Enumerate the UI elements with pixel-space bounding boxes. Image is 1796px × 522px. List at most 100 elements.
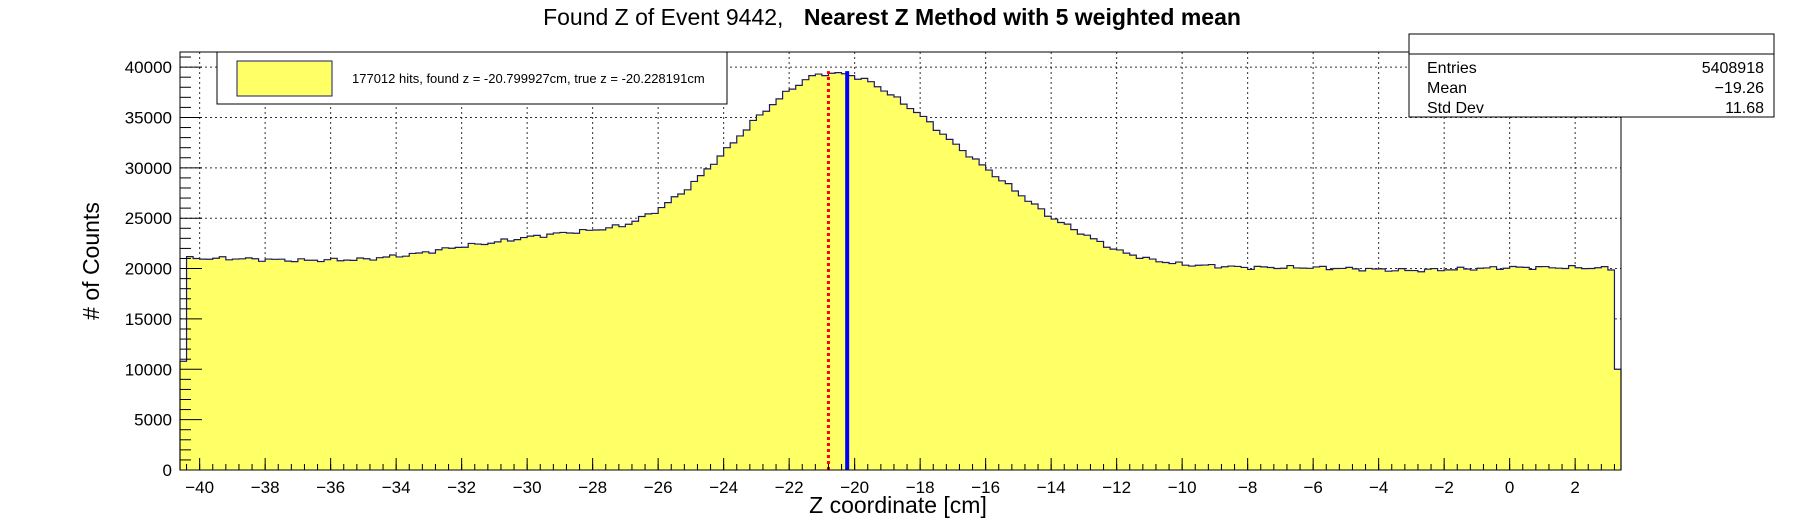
histogram-bin [527, 236, 535, 470]
x-axis-title: Z coordinate [cm] [809, 492, 987, 518]
histogram-bin [1417, 271, 1425, 470]
histogram-bin [514, 239, 521, 470]
histogram-bin [193, 258, 201, 470]
histogram-bin [815, 74, 823, 470]
histogram-bin [343, 260, 351, 470]
y-tick-label: 40000 [125, 58, 172, 77]
histogram-bin [1293, 267, 1301, 470]
histogram-bin [396, 256, 404, 470]
histogram-bin [1535, 266, 1543, 470]
histogram-bin [311, 260, 318, 470]
histogram-bin [1208, 264, 1216, 470]
histogram-bin [1057, 222, 1065, 470]
histogram-bin [841, 73, 849, 471]
histogram-bin [867, 81, 875, 470]
histogram-bin [1345, 267, 1353, 470]
histogram-bin [1175, 262, 1183, 470]
histogram-bin [1123, 253, 1131, 470]
histogram-bin [1129, 255, 1137, 470]
histogram-bin [952, 144, 960, 471]
axes: −40 −38 −36 −34 −32 −30 −28 −26 −24 −22 −20 −18 −16−… [125, 56, 1615, 497]
histogram-bin [402, 256, 410, 470]
histogram-bin [271, 259, 279, 470]
histogram-bin [317, 261, 325, 470]
histogram-bin [933, 130, 941, 470]
histogram-bin [946, 139, 954, 470]
histogram-bin [697, 175, 705, 470]
stats-mean-label: Mean [1427, 80, 1467, 97]
x-tick-label: −18 [906, 478, 935, 497]
histogram-bin [573, 233, 580, 470]
histogram-bin [880, 91, 888, 470]
histogram-bin [848, 75, 856, 471]
histogram-bin [605, 227, 613, 470]
histogram-bin [415, 252, 423, 470]
x-tick-label: −34 [382, 478, 411, 497]
histogram-bin [356, 258, 364, 470]
histogram [179, 71, 1622, 471]
histogram-bin [1254, 266, 1262, 470]
histogram-bin [1188, 266, 1196, 470]
histogram-bin [828, 73, 836, 470]
histogram-bin [1476, 268, 1484, 470]
histogram-bin [369, 260, 377, 470]
histogram-bin [245, 257, 253, 470]
histogram-bin [861, 78, 869, 470]
histogram-bin [690, 181, 698, 471]
plot-frame [179, 51, 1622, 471]
histogram-bin [821, 75, 829, 471]
histogram-bin [1116, 249, 1124, 470]
histogram-bin [900, 104, 908, 471]
histogram-bin [559, 232, 567, 470]
histogram-bin [913, 112, 921, 470]
chart-title-bold: Nearest Z Method with 5 weighted mean [804, 4, 1241, 30]
legend-label: 177012 hits, found z = -20.799927cm, tru… [352, 71, 705, 86]
histogram-bin [1503, 268, 1511, 470]
histogram-bin [474, 244, 482, 470]
histogram-bin [225, 259, 233, 470]
histogram-bin [540, 237, 548, 470]
histogram-bin [1155, 261, 1163, 470]
histogram-bin [442, 247, 449, 470]
histogram-bin [1496, 269, 1504, 470]
histogram-bin [232, 259, 240, 470]
histogram-bin [1581, 268, 1589, 470]
histogram-bin [1594, 267, 1602, 470]
histogram-bin [736, 135, 744, 471]
histogram-bin [710, 164, 718, 470]
histogram-bin [337, 260, 345, 470]
stats-box: Entries 5408918 Mean −19.26 Std Dev 11.6… [1408, 33, 1775, 118]
histogram-bin [1051, 219, 1059, 470]
histogram-bin [717, 156, 725, 470]
histogram-bin [802, 79, 810, 470]
histogram-bin [258, 261, 266, 470]
histogram-bin [1018, 195, 1026, 471]
histogram-bin [769, 104, 777, 470]
histogram-bin [1404, 270, 1412, 470]
histogram-bin [1142, 257, 1150, 470]
histogram-bin [1260, 266, 1268, 470]
histogram-bin [907, 108, 914, 470]
y-tick-label: 25000 [125, 209, 172, 228]
histogram-bin [1542, 266, 1550, 470]
histogram-bin [1221, 266, 1229, 470]
histogram-bin [291, 261, 299, 470]
histogram-bin [468, 243, 476, 470]
histogram-bin [265, 259, 273, 470]
histogram-bin [998, 180, 1006, 470]
histogram-bin [599, 229, 607, 470]
histogram-bin [566, 232, 574, 470]
x-tick-label: −6 [1303, 478, 1322, 497]
histogram-bin [1038, 208, 1045, 470]
stats-stddev-label: Std Dev [1427, 100, 1484, 117]
histogram-bin [1562, 268, 1569, 470]
histogram-bin [199, 259, 207, 470]
histogram-bin [1470, 270, 1478, 470]
histogram-bin [625, 224, 633, 470]
histogram-bin [553, 232, 561, 470]
histogram-bin [979, 164, 987, 471]
histogram-bin [324, 259, 332, 470]
histogram-bin [664, 202, 672, 470]
histogram-bin [1280, 268, 1288, 470]
histogram-bin [1424, 269, 1432, 470]
